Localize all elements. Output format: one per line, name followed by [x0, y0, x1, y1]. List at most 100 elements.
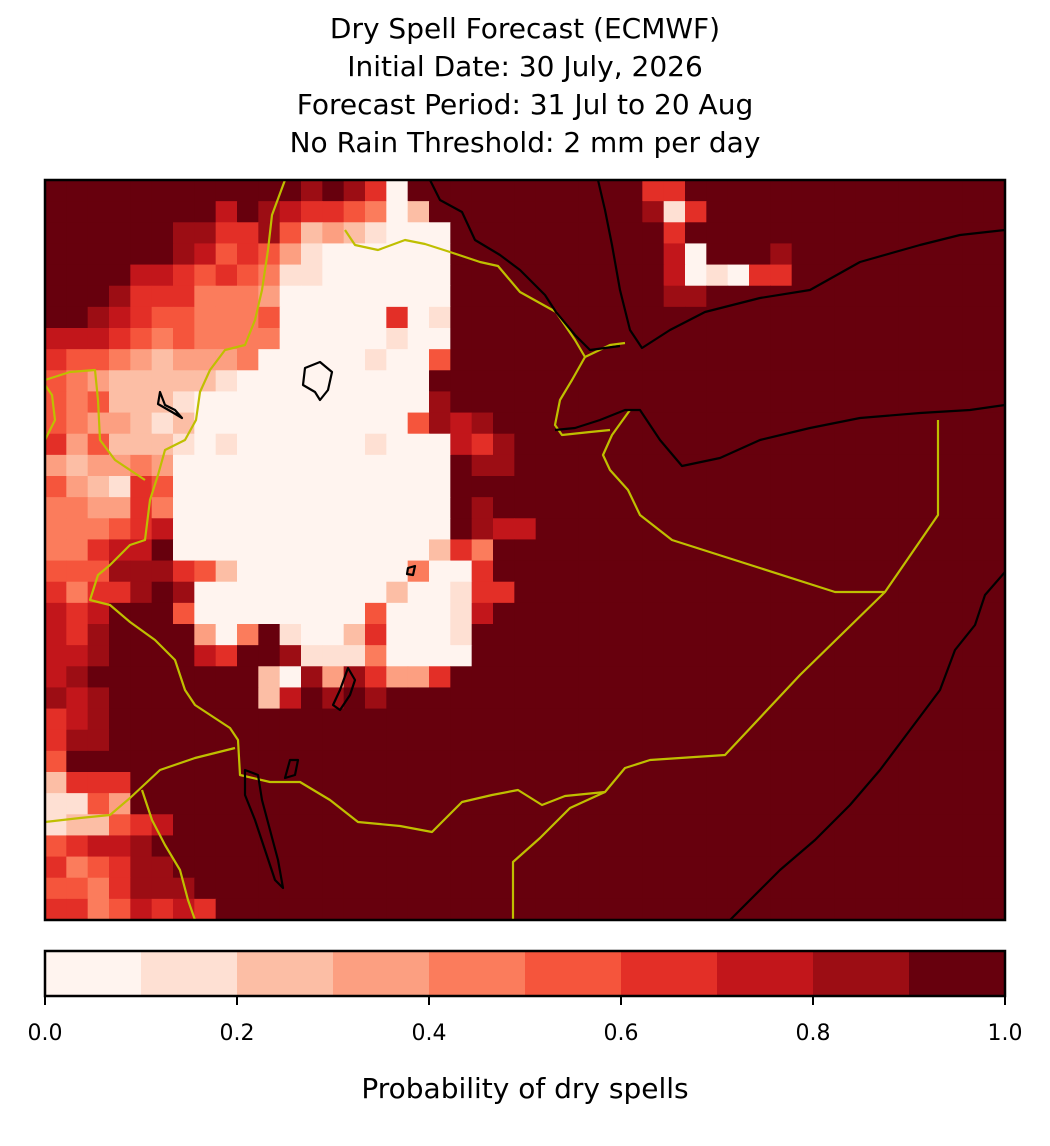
colorbar-segment: [717, 951, 814, 996]
grid-cell: [87, 560, 110, 583]
grid-cell: [621, 793, 643, 815]
grid-cell: [578, 645, 601, 667]
grid-cell: [535, 750, 558, 773]
grid-cell: [535, 729, 558, 752]
grid-cell: [66, 180, 89, 202]
grid-cell: [87, 729, 110, 752]
grid-cell: [194, 222, 217, 245]
grid-cell: [173, 222, 195, 245]
grid-cell: [578, 856, 601, 879]
grid-cell: [919, 898, 942, 921]
grid-cell: [45, 708, 67, 731]
grid-cell: [471, 624, 494, 646]
grid-cell: [45, 687, 67, 710]
grid-cell: [621, 349, 643, 371]
grid-cell: [813, 666, 835, 689]
grid-cell: [919, 877, 942, 900]
grid-cell: [322, 539, 345, 562]
grid-cell: [919, 391, 942, 414]
grid-cell: [877, 391, 899, 414]
grid-cell: [685, 518, 707, 541]
grid-cell: [855, 243, 878, 266]
grid-cell: [535, 624, 558, 646]
grid-cell: [194, 560, 217, 583]
grid-cell: [258, 687, 281, 710]
grid-cell: [66, 222, 89, 245]
grid-cell: [493, 877, 515, 900]
grid-cell: [813, 454, 835, 477]
grid-cell: [173, 243, 195, 266]
grid-cell: [706, 581, 729, 604]
grid-cell: [343, 285, 366, 308]
grid-cell: [130, 180, 153, 202]
grid-cell: [322, 328, 345, 350]
grid-cell: [407, 328, 430, 350]
grid-cell: [514, 222, 537, 245]
grid-cell: [365, 835, 387, 858]
grid-cell: [706, 666, 729, 689]
grid-cell: [749, 412, 771, 435]
grid-cell: [855, 201, 878, 223]
grid-cell: [962, 285, 985, 308]
grid-cell: [791, 518, 814, 541]
grid-cell: [343, 454, 366, 477]
grid-cell: [66, 349, 89, 371]
grid-cell: [279, 645, 302, 667]
grid-cell: [855, 750, 878, 773]
grid-cell: [109, 306, 131, 329]
grid-cell: [45, 772, 67, 794]
grid-cell: [834, 856, 857, 879]
grid-cell: [514, 391, 537, 414]
grid-cell: [301, 877, 323, 900]
grid-cell: [215, 243, 238, 266]
grid-cell: [450, 180, 473, 202]
grid-cell: [322, 370, 345, 393]
grid-cell: [365, 729, 387, 752]
grid-cell: [215, 560, 238, 583]
grid-cell: [109, 624, 131, 646]
grid-cell: [365, 222, 387, 245]
grid-cell: [365, 877, 387, 900]
grid-cell: [87, 898, 110, 921]
grid-cell: [386, 306, 409, 329]
colorbar-segment: [429, 951, 526, 996]
grid-cell: [343, 476, 366, 498]
grid-cell: [66, 412, 89, 435]
grid-cell: [791, 729, 814, 752]
grid-cell: [407, 222, 430, 245]
grid-cell: [173, 201, 195, 223]
grid-cell: [877, 560, 899, 583]
grid-cell: [919, 180, 942, 202]
grid-cell: [493, 454, 515, 477]
grid-cell: [962, 349, 985, 371]
grid-cell: [429, 454, 451, 477]
grid-cell: [898, 814, 921, 837]
grid-cell: [151, 581, 174, 604]
grid-cell: [514, 328, 537, 350]
grid-cell: [514, 750, 537, 773]
grid-cell: [685, 433, 707, 456]
grid-cell: [919, 560, 942, 583]
grid-cell: [727, 201, 750, 223]
grid-cell: [386, 222, 409, 245]
grid-cell: [663, 391, 686, 414]
grid-cell: [962, 306, 985, 329]
grid-cell: [173, 412, 195, 435]
grid-cell: [941, 306, 963, 329]
grid-cell: [215, 750, 238, 773]
grid-cell: [877, 412, 899, 435]
grid-cell: [109, 391, 131, 414]
grid-cell: [685, 476, 707, 498]
grid-cell: [343, 687, 366, 710]
grid-cell: [343, 624, 366, 646]
grid-cell: [365, 856, 387, 879]
grid-cell: [749, 539, 771, 562]
grid-cell: [898, 349, 921, 371]
grid-cell: [407, 497, 430, 519]
grid-cell: [365, 814, 387, 837]
grid-cell: [471, 750, 494, 773]
grid-cell: [791, 772, 814, 794]
grid-cell: [770, 687, 793, 710]
grid-cell: [983, 349, 1006, 371]
grid-cell: [173, 454, 195, 477]
